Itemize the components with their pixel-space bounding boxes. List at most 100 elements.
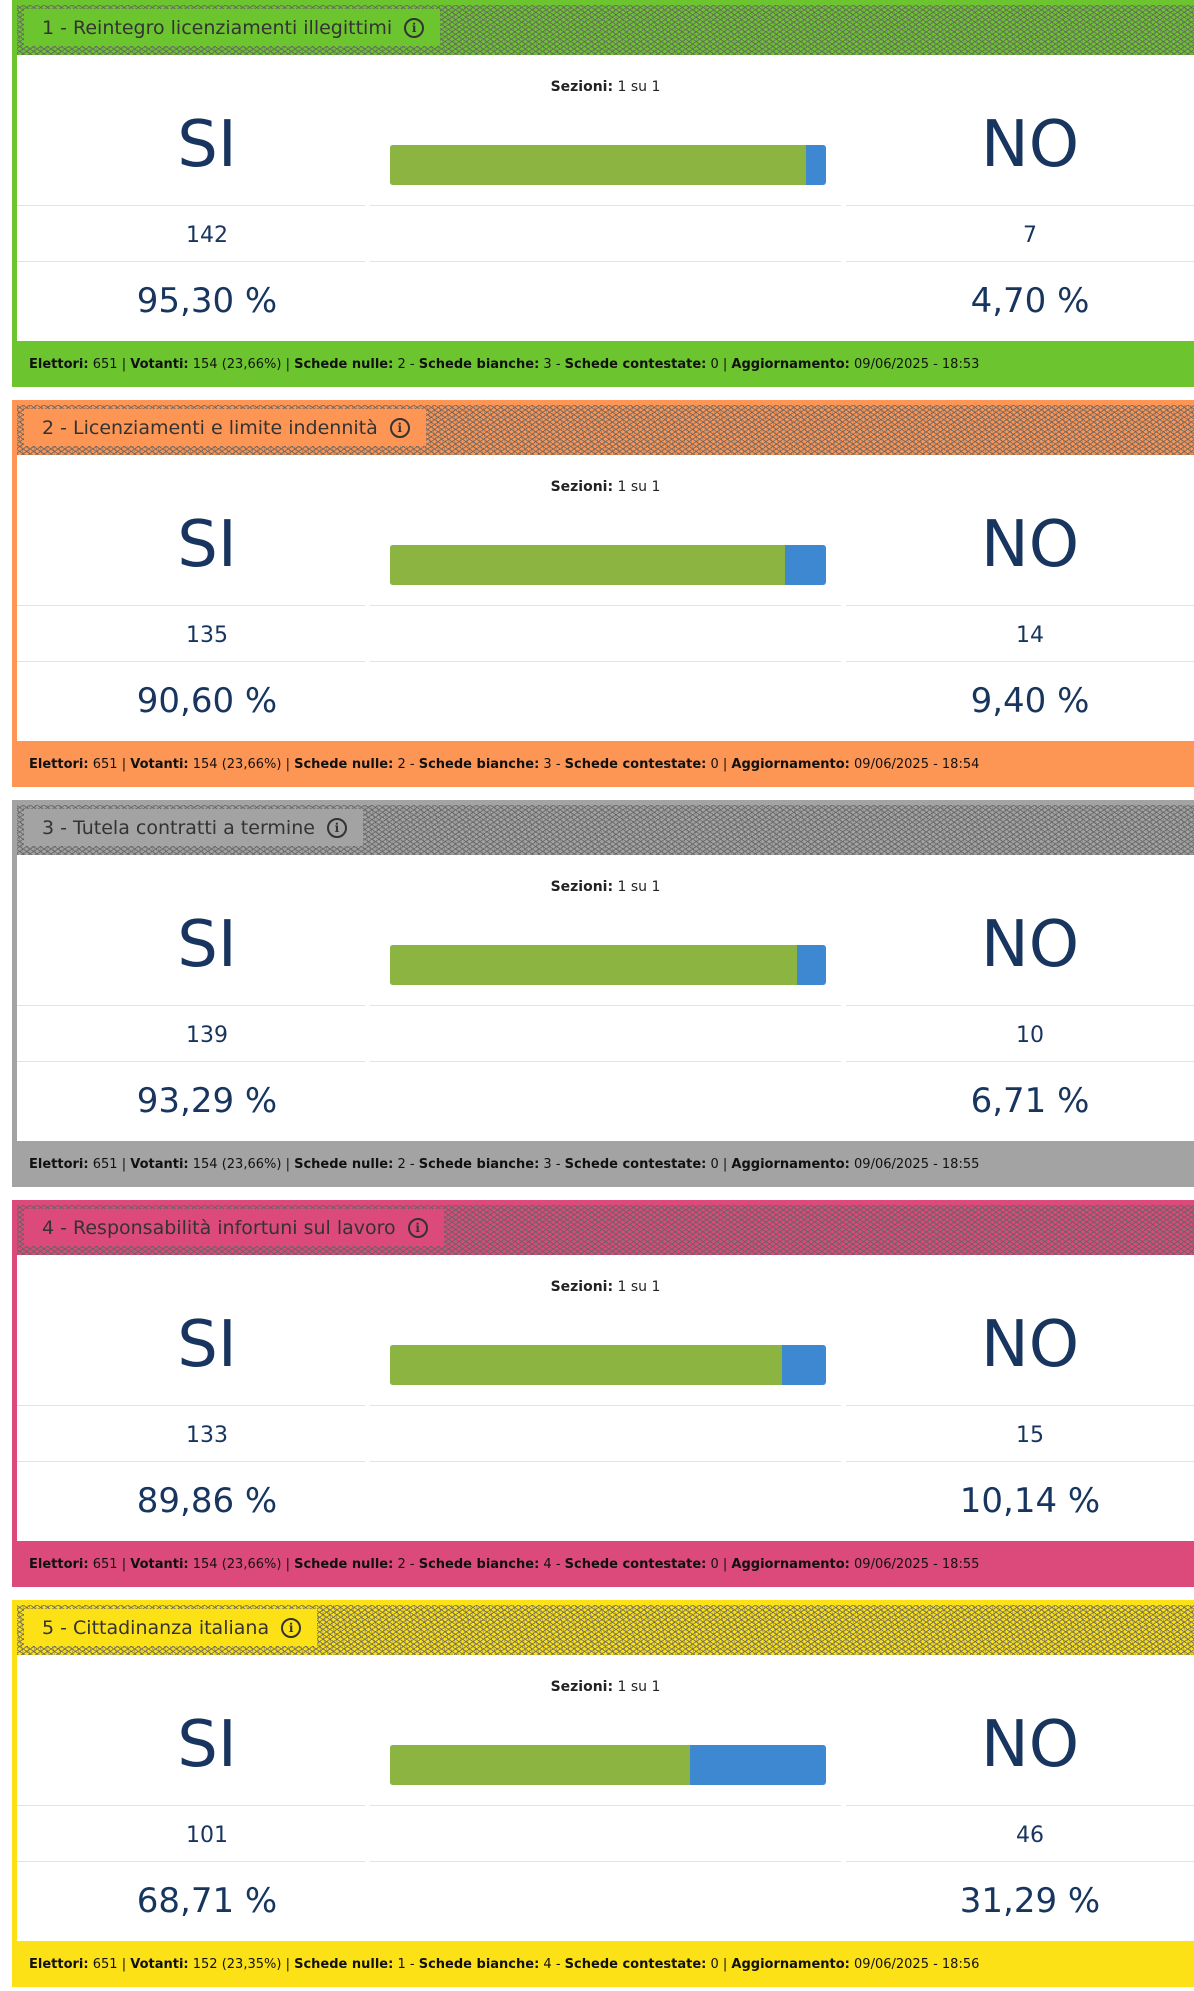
referendum-card: 4 - Responsabilità infortuni sul lavoro … (12, 1200, 1194, 1587)
schede-nulle-value: 1 (397, 1956, 406, 1972)
aggiornamento-label: Aggiornamento: (731, 1956, 850, 1972)
aggiornamento-label: Aggiornamento: (731, 356, 850, 372)
schede-contestate-value: 0 (710, 1156, 719, 1172)
yes-votes: 135 (186, 623, 228, 648)
yes-label: SI (177, 1308, 237, 1382)
elettori-label: Elettori: (29, 1156, 89, 1172)
no-percentage: 4,70 % (970, 281, 1090, 321)
sezioni-label: Sezioni: (550, 1679, 614, 1695)
card-header: 2 - Licenziamenti e limite indennità i (17, 405, 1194, 455)
schede-bianche-label: Schede bianche: (418, 1156, 540, 1172)
votanti-label: Votanti: (130, 1956, 189, 1972)
sezioni-label: Sezioni: (550, 879, 614, 895)
schede-contestate-label: Schede contestate: (564, 1556, 707, 1572)
divider (846, 1061, 1194, 1062)
sezioni-value: 1 su 1 (617, 1679, 661, 1695)
no-percentage: 9,40 % (970, 681, 1090, 721)
card-footer-stats: Elettori: 651 | Votanti: 154 (23,66%) | … (17, 1541, 1194, 1587)
result-bar-yes-fill (390, 1745, 690, 1785)
schede-nulle-value: 2 (397, 1556, 406, 1572)
elettori-value: 651 (92, 756, 118, 772)
sezioni-value: 1 su 1 (617, 79, 661, 95)
referendum-title: 2 - Licenziamenti e limite indennità (42, 416, 378, 439)
divider (370, 605, 841, 606)
aggiornamento-label: Aggiornamento: (731, 1156, 850, 1172)
aggiornamento-label: Aggiornamento: (731, 756, 850, 772)
no-votes: 14 (1016, 623, 1044, 648)
result-bar (390, 1745, 826, 1785)
votanti-value: 154 (23,66%) (192, 356, 282, 372)
result-bar-yes-fill (390, 1345, 782, 1385)
elettori-value: 651 (92, 356, 118, 372)
divider (370, 261, 841, 262)
schede-contestate-label: Schede contestate: (564, 1156, 707, 1172)
sezioni-info: Sezioni: 1 su 1 (17, 1279, 1194, 1295)
divider (846, 1005, 1194, 1006)
card-header: 5 - Cittadinanza italiana i (17, 1605, 1194, 1655)
sezioni-value: 1 su 1 (617, 879, 661, 895)
yes-percentage: 95,30 % (136, 281, 278, 321)
votanti-label: Votanti: (130, 1156, 189, 1172)
result-bar (390, 545, 826, 585)
aggiornamento-value: 09/06/2025 - 18:53 (854, 356, 980, 372)
info-circle-icon[interactable]: i (389, 417, 410, 438)
sezioni-label: Sezioni: (550, 79, 614, 95)
schede-contestate-label: Schede contestate: (564, 356, 707, 372)
schede-contestate-value: 0 (710, 756, 719, 772)
schede-nulle-label: Schede nulle: (294, 1956, 394, 1972)
votanti-value: 152 (23,35%) (192, 1956, 282, 1972)
aggiornamento-value: 09/06/2025 - 18:55 (854, 1556, 980, 1572)
no-label: NO (980, 1308, 1080, 1382)
yes-label: SI (177, 108, 237, 182)
yes-percentage: 93,29 % (136, 1081, 278, 1121)
divider (17, 1061, 365, 1062)
info-circle-icon[interactable]: i (404, 17, 425, 38)
divider (17, 605, 365, 606)
yes-votes: 101 (186, 1823, 228, 1848)
elettori-value: 651 (92, 1956, 118, 1972)
schede-nulle-label: Schede nulle: (294, 356, 394, 372)
sezioni-info: Sezioni: 1 su 1 (17, 479, 1194, 495)
schede-contestate-value: 0 (710, 1556, 719, 1572)
schede-contestate-label: Schede contestate: (564, 1956, 707, 1972)
sezioni-label: Sezioni: (550, 479, 614, 495)
sezioni-info: Sezioni: 1 su 1 (17, 79, 1194, 95)
result-bar-yes-fill (390, 145, 806, 185)
no-label: NO (980, 108, 1080, 182)
divider (846, 1461, 1194, 1462)
info-circle-icon[interactable]: i (407, 1217, 428, 1238)
card-footer-stats: Elettori: 651 | Votanti: 154 (23,66%) | … (17, 741, 1194, 787)
elettori-label: Elettori: (29, 756, 89, 772)
sezioni-label: Sezioni: (550, 1279, 614, 1295)
aggiornamento-value: 09/06/2025 - 18:54 (854, 756, 980, 772)
card-footer-stats: Elettori: 651 | Votanti: 154 (23,66%) | … (17, 341, 1194, 387)
referendum-title-tab: 1 - Reintegro licenziamenti illegittimi … (24, 9, 441, 46)
sezioni-info: Sezioni: 1 su 1 (17, 879, 1194, 895)
votanti-label: Votanti: (130, 1556, 189, 1572)
aggiornamento-value: 09/06/2025 - 18:55 (854, 1156, 980, 1172)
yes-percentage: 68,71 % (136, 1881, 278, 1921)
divider (846, 1405, 1194, 1406)
referendum-title: 3 - Tutela contratti a termine (42, 816, 315, 839)
yes-label: SI (177, 508, 237, 582)
divider (370, 1005, 841, 1006)
info-circle-icon[interactable]: i (281, 1617, 302, 1638)
info-circle-icon[interactable]: i (326, 817, 347, 838)
votanti-label: Votanti: (130, 756, 189, 772)
schede-bianche-value: 4 (543, 1956, 552, 1972)
referendum-title: 4 - Responsabilità infortuni sul lavoro (42, 1216, 396, 1239)
elettori-value: 651 (92, 1156, 118, 1172)
schede-bianche-label: Schede bianche: (418, 356, 540, 372)
referendum-card: 3 - Tutela contratti a termine i Sezioni… (12, 800, 1194, 1187)
yes-percentage: 89,86 % (136, 1481, 278, 1521)
divider (846, 261, 1194, 262)
schede-contestate-value: 0 (710, 1956, 719, 1972)
yes-percentage: 90,60 % (136, 681, 278, 721)
schede-nulle-label: Schede nulle: (294, 756, 394, 772)
yes-votes: 142 (186, 223, 228, 248)
sezioni-value: 1 su 1 (617, 1279, 661, 1295)
divider (846, 605, 1194, 606)
schede-nulle-label: Schede nulle: (294, 1156, 394, 1172)
referendum-title-tab: 5 - Cittadinanza italiana i (24, 1609, 318, 1646)
